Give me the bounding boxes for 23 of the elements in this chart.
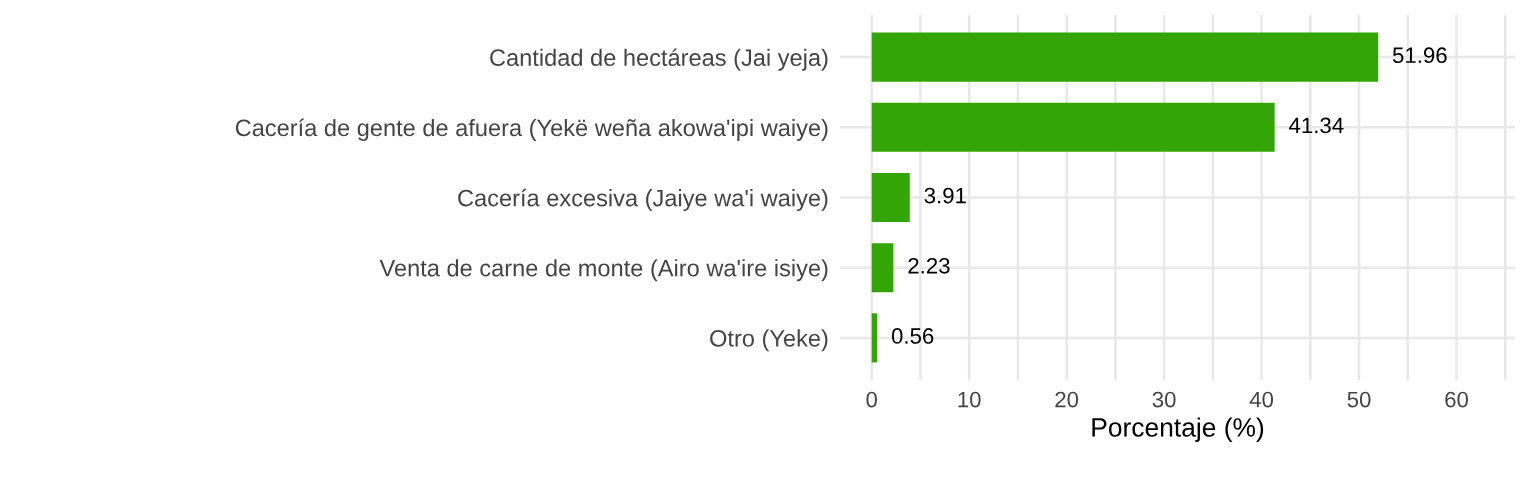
y-tick-label: Venta de carne de monte (Airo wa'ire isiye) xyxy=(379,259,828,282)
data-label: 51.96 xyxy=(1392,47,1447,64)
x-tick-label: 50 xyxy=(1347,391,1371,408)
x-axis-title: Porcentaje (%) xyxy=(1092,417,1264,442)
data-label: 0.56 xyxy=(891,328,934,344)
bar xyxy=(871,243,894,293)
y-tick-label: Otro (Yeke) xyxy=(710,329,828,352)
bar xyxy=(871,102,1275,152)
x-tick-label: 10 xyxy=(958,391,981,408)
data-label: 2.23 xyxy=(908,257,950,274)
x-tick-label: 0 xyxy=(866,391,877,408)
x-tick-label: 30 xyxy=(1152,391,1176,408)
bar xyxy=(871,172,910,223)
x-tick-label: 40 xyxy=(1249,391,1274,408)
bar xyxy=(871,313,878,363)
data-label: 41.34 xyxy=(1289,117,1344,134)
data-label: 3.91 xyxy=(924,187,966,204)
x-tick-label: 60 xyxy=(1445,391,1469,408)
y-tick-label: Cacería excesiva (Jaiye wa'i waiye) xyxy=(458,188,828,212)
bar xyxy=(871,32,1379,82)
y-tick-label: Cantidad de hectáreas (Jai yeja) xyxy=(490,48,828,71)
y-tick-label: Cacería de gente de afuera (Yekë weña akowa'ipi waiye) xyxy=(235,118,828,141)
x-tick-label: 20 xyxy=(1055,391,1079,408)
